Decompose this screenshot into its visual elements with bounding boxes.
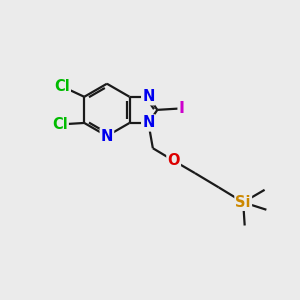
Text: I: I <box>179 101 185 116</box>
Text: Cl: Cl <box>52 117 68 132</box>
Text: O: O <box>167 153 180 168</box>
Text: N: N <box>142 116 154 130</box>
Text: N: N <box>101 128 113 143</box>
Text: N: N <box>142 89 154 104</box>
Text: Cl: Cl <box>54 79 70 94</box>
Text: Si: Si <box>236 195 251 210</box>
